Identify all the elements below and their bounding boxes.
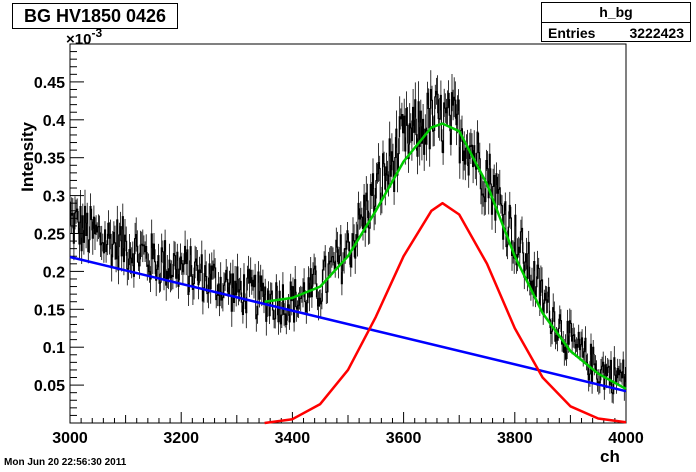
stats-box: h_bg Entries 3222423 xyxy=(541,2,691,42)
axis-ticks xyxy=(69,51,627,423)
y-tick-label: 0.4 xyxy=(43,113,65,130)
timestamp: Mon Jun 20 22:56:30 2011 xyxy=(4,457,127,468)
x-tick-label: 3200 xyxy=(163,430,199,447)
y-tick-label: 0.1 xyxy=(43,340,65,357)
x-tick-label: 3600 xyxy=(386,430,422,447)
x-tick-label: 3400 xyxy=(275,430,311,447)
histogram-line xyxy=(70,89,626,395)
fit-curve-1 xyxy=(264,201,627,425)
y-multiplier-exponent: -3 xyxy=(91,26,102,40)
stats-histogram-name: h_bg xyxy=(542,3,690,23)
x-tick-label: 3000 xyxy=(52,430,88,447)
y-axis-title: Intensity xyxy=(18,121,37,191)
y-tick-label: 0.15 xyxy=(34,302,65,319)
histogram-title-text: BG HV1850 0426 xyxy=(23,5,167,26)
y-tick-label: 0.25 xyxy=(34,227,65,244)
y-tick-labels: 0.05 0.1 0.15 0.2 0.25 0.3 0.35 0.4 0.45 xyxy=(34,75,65,395)
stats-entries-label: Entries xyxy=(548,25,596,41)
stats-entries-row: Entries 3222423 xyxy=(542,23,690,43)
y-multiplier-base: ×10 xyxy=(66,31,91,48)
fit-curves xyxy=(69,122,627,425)
histogram-layer xyxy=(70,70,626,404)
fit-curve-2 xyxy=(264,122,627,390)
histogram-title: BG HV1850 0426 xyxy=(12,3,178,29)
x-tick-labels: 3000 3200 3400 3600 3800 4000 xyxy=(52,430,644,447)
y-tick-label: 0.05 xyxy=(34,378,65,395)
y-tick-label: 0.35 xyxy=(34,151,65,168)
fit-curve-0 xyxy=(69,255,627,393)
y-tick-label: 0.2 xyxy=(43,264,65,281)
x-tick-label: 3800 xyxy=(497,430,533,447)
y-tick-label: 0.45 xyxy=(34,75,65,92)
x-axis-title: ch xyxy=(600,447,620,466)
y-multiplier: ×10-3 xyxy=(66,26,102,48)
y-tick-label: 0.3 xyxy=(43,189,65,206)
x-tick-label: 4000 xyxy=(608,430,644,447)
stats-entries-value: 3222423 xyxy=(629,25,684,41)
